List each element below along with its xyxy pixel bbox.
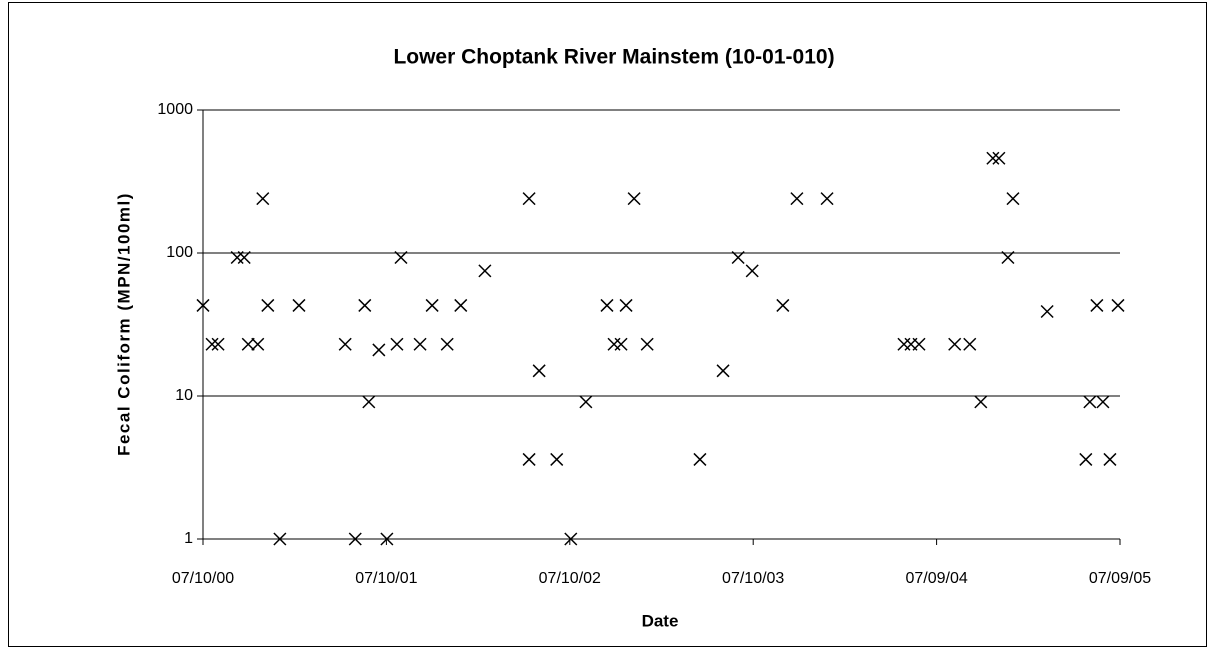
marker	[256, 192, 270, 206]
marker	[1103, 452, 1117, 466]
y-tick-label: 1	[184, 530, 193, 547]
marker	[974, 395, 988, 409]
marker	[237, 250, 251, 265]
marker	[338, 337, 352, 351]
marker	[1083, 395, 1097, 409]
y-tick-label: 1000	[157, 101, 193, 118]
marker	[986, 151, 1000, 165]
marker	[745, 264, 759, 278]
marker	[348, 532, 362, 546]
marker	[454, 298, 468, 312]
marker	[292, 298, 306, 312]
marker	[912, 337, 926, 351]
marker	[362, 395, 376, 409]
x-tick-label: 07/10/02	[539, 570, 601, 587]
marker	[1040, 304, 1054, 319]
marker	[640, 337, 654, 351]
marker	[550, 452, 564, 466]
marker	[619, 298, 633, 312]
marker	[440, 337, 454, 351]
marker	[614, 337, 628, 351]
x-tick-label: 07/10/03	[722, 570, 784, 587]
marker	[579, 395, 593, 409]
y-axis-label: Fecal Coliform (MPN/100ml)	[114, 192, 133, 456]
marker	[522, 192, 536, 206]
marker	[731, 250, 745, 265]
chart-frame	[8, 2, 1207, 647]
marker	[390, 337, 404, 351]
y-tick-label: 10	[175, 387, 193, 404]
marker	[273, 532, 287, 546]
marker	[1096, 395, 1110, 409]
marker	[211, 337, 225, 351]
marker	[532, 364, 546, 378]
marker	[1111, 298, 1125, 312]
marker	[380, 532, 394, 546]
marker	[1090, 298, 1104, 312]
marker	[600, 298, 614, 312]
chart-title: Lower Choptank River Mainstem (10-01-010…	[393, 46, 834, 69]
marker	[627, 192, 641, 206]
marker	[820, 192, 834, 206]
marker	[1001, 250, 1015, 265]
x-tick-label: 07/10/01	[355, 570, 417, 587]
marker	[1006, 192, 1020, 206]
marker	[358, 298, 372, 312]
marker	[776, 298, 790, 312]
marker	[372, 343, 386, 357]
x-tick-label: 07/09/05	[1089, 570, 1151, 587]
x-tick-label: 07/10/00	[172, 570, 234, 587]
marker	[693, 452, 707, 466]
marker	[196, 298, 210, 312]
marker	[413, 337, 427, 351]
y-tick-label: 100	[166, 244, 193, 261]
marker	[564, 532, 578, 546]
x-axis-label: Date	[642, 611, 679, 630]
marker	[251, 337, 265, 351]
marker	[478, 264, 492, 278]
marker	[948, 337, 962, 351]
marker	[261, 298, 275, 312]
marker	[205, 337, 219, 351]
marker	[790, 192, 804, 206]
marker	[241, 337, 255, 351]
marker	[522, 452, 536, 466]
marker	[425, 298, 439, 312]
marker	[394, 250, 408, 265]
marker	[992, 151, 1006, 165]
marker	[1079, 452, 1093, 466]
marker	[716, 364, 730, 378]
marker	[963, 337, 977, 351]
x-tick-label: 07/09/04	[905, 570, 967, 587]
